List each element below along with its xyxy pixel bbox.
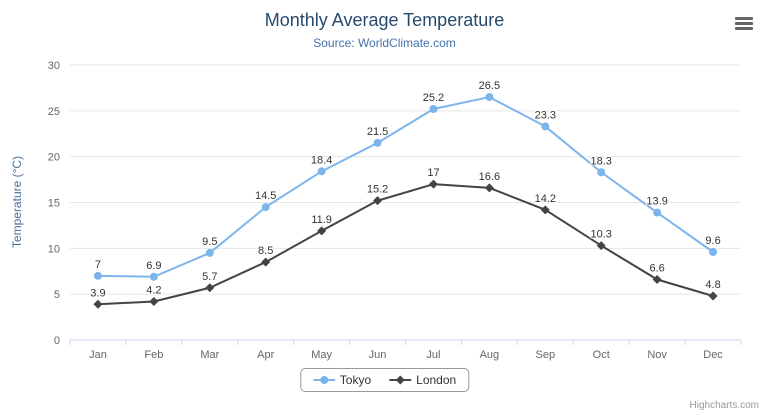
y-axis-tick-label: 0 <box>54 335 60 347</box>
data-label: 10.3 <box>590 229 611 241</box>
data-label: 14.5 <box>255 190 276 202</box>
data-point-tokyo[interactable] <box>709 248 718 256</box>
data-point-london[interactable] <box>428 179 438 189</box>
legend-circle-marker-icon <box>312 376 335 384</box>
data-point-tokyo[interactable] <box>653 208 662 217</box>
x-axis-tick-label: May <box>311 349 332 361</box>
x-axis-tick-label: Dec <box>703 349 723 361</box>
data-label: 13.9 <box>646 196 667 208</box>
data-point-london[interactable] <box>149 297 159 306</box>
data-label: 3.9 <box>90 287 105 299</box>
data-point-london[interactable] <box>484 183 494 193</box>
legend: Tokyo London <box>299 368 470 392</box>
series-line-tokyo <box>96 96 715 278</box>
data-point-london[interactable] <box>540 205 550 215</box>
data-point-tokyo[interactable] <box>205 248 214 257</box>
y-axis-tick-label: 15 <box>48 198 60 210</box>
x-axis-tick-label: Sep <box>536 349 556 361</box>
data-label: 8.5 <box>258 245 273 257</box>
data-label: 7 <box>95 259 101 271</box>
data-label: 25.2 <box>423 92 444 104</box>
credits-link[interactable]: Highcharts.com <box>689 400 759 411</box>
chart-subtitle: Source: WorldClimate.com <box>313 36 456 50</box>
data-point-tokyo[interactable] <box>373 138 382 147</box>
data-point-tokyo[interactable] <box>429 105 438 113</box>
data-label: 21.5 <box>367 126 388 138</box>
legend-item-london[interactable]: London <box>389 373 456 387</box>
data-label: 18.3 <box>590 155 611 167</box>
x-axis-tick-label: Mar <box>200 349 219 361</box>
data-point-tokyo[interactable] <box>541 122 550 131</box>
y-axis-title: Temperature (°C) <box>10 155 24 249</box>
data-point-london[interactable] <box>317 226 327 236</box>
data-point-tokyo[interactable] <box>485 93 494 102</box>
y-axis-tick-label: 10 <box>48 243 60 255</box>
data-point-tokyo[interactable] <box>149 272 158 281</box>
hamburger-menu-icon <box>735 17 753 30</box>
y-axis-tick-label: 25 <box>48 106 60 118</box>
x-axis-tick-label: Jul <box>426 349 440 361</box>
data-point-tokyo[interactable] <box>261 203 270 212</box>
x-axis-tick-label: Jan <box>89 349 107 361</box>
data-point-london[interactable] <box>261 257 271 267</box>
x-axis-tick-label: Oct <box>593 349 610 361</box>
data-point-tokyo[interactable] <box>597 168 606 177</box>
x-axis-tick-label: Jun <box>369 349 387 361</box>
data-label: 11.9 <box>311 214 332 226</box>
x-axis-tick-label: Aug <box>480 349 500 361</box>
data-point-london[interactable] <box>652 275 662 284</box>
data-label: 6.9 <box>146 260 161 272</box>
data-label: 4.8 <box>705 279 720 291</box>
data-point-london[interactable] <box>708 291 718 301</box>
data-point-london[interactable] <box>596 241 606 251</box>
data-label: 26.5 <box>479 80 500 92</box>
data-point-tokyo[interactable] <box>317 167 326 176</box>
data-label: 6.6 <box>649 263 664 275</box>
data-point-tokyo[interactable] <box>93 271 102 280</box>
data-label: 9.5 <box>202 236 217 248</box>
data-label: 15.2 <box>367 184 388 196</box>
y-axis-tick-label: 30 <box>48 60 60 72</box>
data-label: 17 <box>427 167 439 179</box>
data-label: 16.6 <box>479 171 500 183</box>
data-point-london[interactable] <box>373 196 383 206</box>
legend-label: London <box>416 373 457 387</box>
x-axis-tick-label: Nov <box>647 349 667 361</box>
chart-title: Monthly Average Temperature <box>264 10 505 30</box>
data-label: 4.2 <box>146 285 161 297</box>
export-menu-button[interactable] <box>731 12 757 34</box>
data-point-london[interactable] <box>93 299 103 309</box>
data-point-london[interactable] <box>205 283 215 293</box>
x-axis-tick-label: Feb <box>144 349 163 361</box>
y-axis-tick-label: 5 <box>54 289 60 301</box>
data-label: 14.2 <box>535 193 556 205</box>
y-axis-tick-label: 20 <box>48 152 60 164</box>
x-axis-tick-label: Apr <box>257 349 274 361</box>
data-label: 9.6 <box>705 235 720 247</box>
data-label: 23.3 <box>535 109 556 121</box>
series-line-london <box>96 183 715 306</box>
data-label: 5.7 <box>202 271 217 283</box>
data-label: 18.4 <box>311 154 332 166</box>
legend-item-tokyo[interactable]: Tokyo <box>312 373 372 387</box>
legend-diamond-marker-icon <box>389 375 412 385</box>
legend-label: Tokyo <box>339 373 372 387</box>
